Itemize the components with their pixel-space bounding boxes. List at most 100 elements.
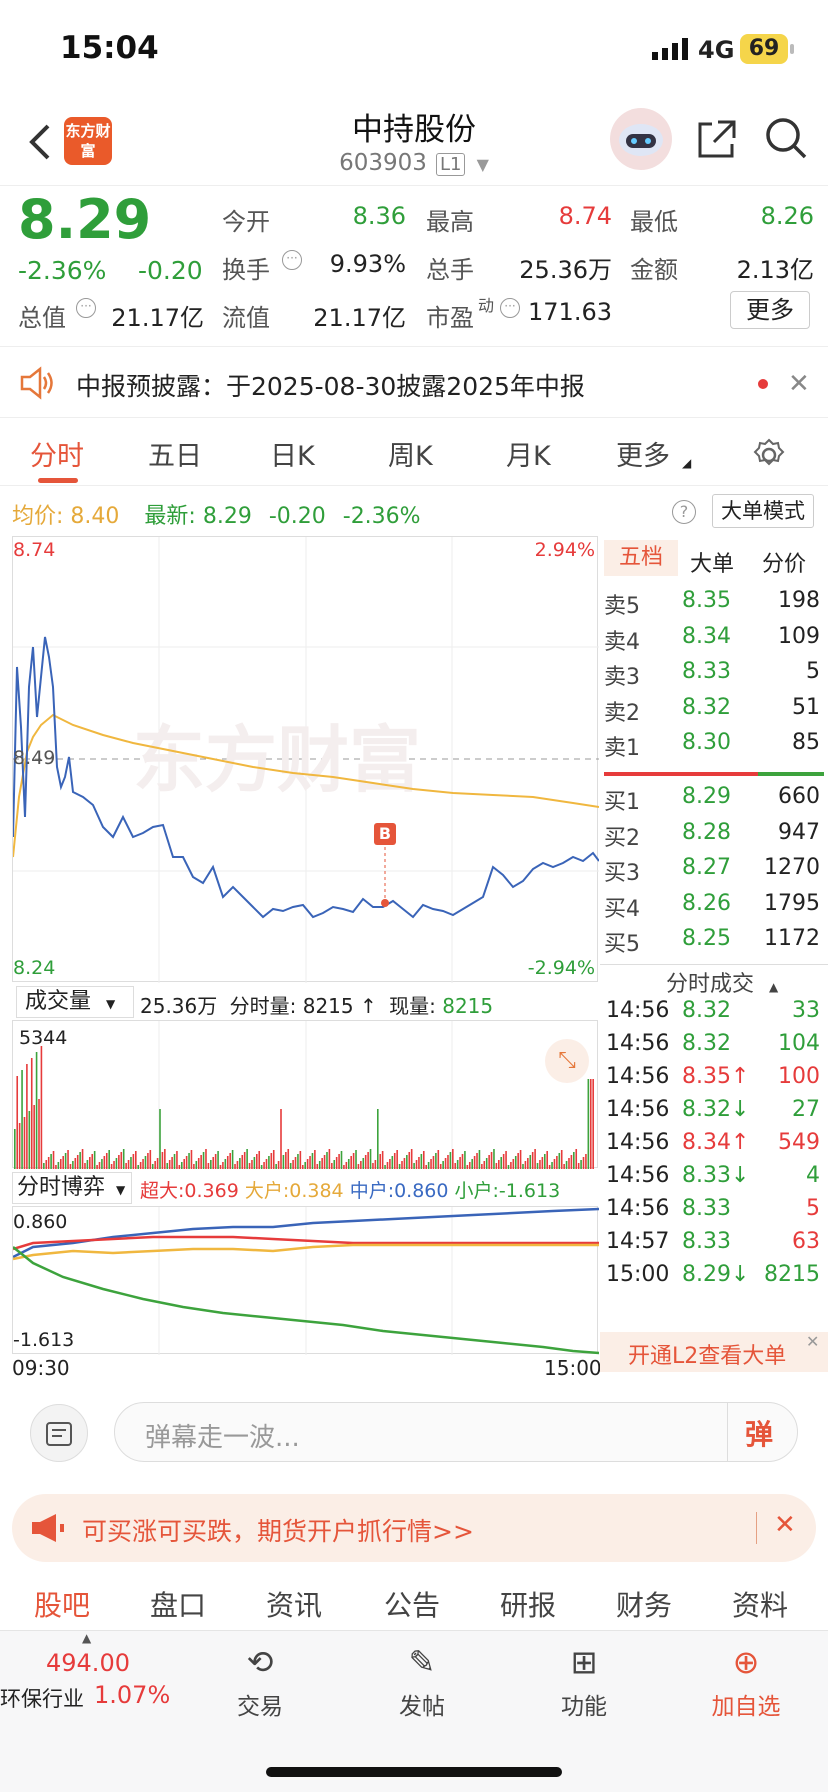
industry-index[interactable]: ▲ 494.00 环保行业 1.07% — [0, 1631, 170, 1711]
volume-bar — [21, 1070, 23, 1169]
tab-five-level[interactable]: 五档 — [604, 540, 678, 576]
big-order-mode-button[interactable]: 大单模式 — [712, 494, 814, 528]
low-value: 8.26 — [760, 202, 814, 230]
ad-banner[interactable]: 可买涨可买跌，期货开户抓行情>> ✕ — [12, 1494, 816, 1562]
volume-bar — [197, 1158, 200, 1169]
volume-bar — [23, 1117, 26, 1169]
b-marker-icon[interactable]: B — [374, 823, 396, 845]
danmu-toggle-icon[interactable] — [30, 1404, 88, 1462]
volume-bar — [377, 1109, 379, 1169]
volume-chart[interactable]: 5344 ⤡ — [12, 1020, 598, 1169]
more-button[interactable]: 更多 — [730, 291, 810, 329]
function-button[interactable]: ⊞ 功能 — [524, 1637, 644, 1721]
add-watchlist-button[interactable]: ⊕ 加自选 — [686, 1637, 806, 1721]
volume-bar — [246, 1149, 248, 1169]
gear-icon[interactable] — [752, 438, 786, 472]
trade-row: 14:56 8.33↓ 4 — [600, 1163, 828, 1198]
tab-research[interactable]: 研报 — [500, 1589, 557, 1622]
danmu-send-button[interactable]: 弹 — [745, 1418, 774, 1451]
tab-forum[interactable]: 股吧 — [34, 1589, 91, 1622]
trades-header[interactable]: 分时成交 ▲ — [666, 966, 778, 998]
volume-bar — [456, 1160, 459, 1169]
volume-bar — [403, 1158, 406, 1169]
volume-bar — [367, 1152, 369, 1169]
danmu-input[interactable]: 弹幕走一波... 弹 — [114, 1402, 798, 1462]
volume-bar — [144, 1156, 147, 1169]
back-button[interactable] — [26, 122, 56, 162]
trade-qty: 104 — [778, 1031, 820, 1056]
close-icon[interactable]: ✕ — [806, 1332, 820, 1351]
tab-news[interactable]: 资讯 — [266, 1589, 323, 1622]
tab-big-orders[interactable]: 大单 — [690, 552, 735, 577]
close-icon[interactable]: ✕ — [788, 369, 810, 399]
volume-bar — [519, 1150, 522, 1169]
tab-intraday[interactable]: 分时 — [30, 441, 84, 472]
info-icon[interactable]: ··· — [76, 298, 96, 318]
volume-bar — [316, 1164, 319, 1169]
level-label: 卖5 — [604, 594, 640, 619]
search-icon[interactable] — [764, 116, 808, 160]
volume-bar — [294, 1157, 297, 1169]
volume-bar — [398, 1164, 401, 1169]
volume-bar — [548, 1165, 551, 1169]
divider — [756, 1512, 757, 1544]
volume-bar — [214, 1154, 217, 1169]
volume-bar — [311, 1153, 314, 1169]
tab-5day[interactable]: 五日 — [148, 441, 202, 472]
divider — [600, 964, 828, 965]
open-value: 8.36 — [352, 202, 406, 230]
share-icon[interactable] — [696, 118, 738, 160]
volume-bar — [188, 1153, 190, 1169]
volume-bar — [180, 1162, 183, 1169]
l2-banner[interactable]: 开通L2查看大单 ✕ — [600, 1332, 828, 1372]
tab-daily[interactable]: 日K — [270, 441, 315, 472]
volume-bar — [147, 1153, 149, 1169]
trade-time: 14:56 — [606, 998, 670, 1023]
volume-bar — [103, 1156, 106, 1169]
tab-weekly[interactable]: 周K — [388, 441, 433, 472]
help-icon[interactable]: ? — [672, 500, 696, 524]
tab-profile[interactable]: 资料 — [732, 1589, 789, 1622]
tab-finance[interactable]: 财务 — [616, 1589, 673, 1622]
close-icon[interactable]: ✕ — [774, 1510, 796, 1540]
volume-bar — [459, 1157, 461, 1169]
float-label: 流值 — [222, 304, 270, 332]
volume-bar — [14, 1129, 16, 1169]
volume-bar — [164, 1149, 166, 1169]
tab-panel[interactable]: 盘口 — [150, 1589, 207, 1622]
volume-bar — [289, 1163, 292, 1169]
notice-banner[interactable]: 中报预披露：于2025-08-30披露2025年中报 ✕ — [0, 346, 828, 418]
volume-bar — [483, 1161, 486, 1169]
robot-avatar-icon[interactable] — [610, 108, 672, 170]
volume-bar — [67, 1150, 69, 1169]
trade-qty: 33 — [792, 998, 820, 1023]
trade-button[interactable]: ⟲ 交易 — [200, 1637, 320, 1721]
volume-bar — [343, 1165, 345, 1169]
volume-bar — [476, 1153, 478, 1169]
volume-bar — [500, 1157, 503, 1169]
volume-selector[interactable]: 成交量 ▼ — [16, 986, 134, 1018]
info-icon[interactable]: ··· — [282, 250, 302, 270]
info-icon[interactable]: ··· — [500, 298, 520, 318]
game-chart[interactable]: 0.860 -1.613 — [12, 1206, 599, 1355]
volume-bar — [468, 1162, 471, 1169]
stock-code-row[interactable]: 603903 L1 ▼ — [0, 150, 828, 176]
speaker-icon — [18, 365, 54, 401]
volume-bar — [96, 1165, 98, 1169]
intraday-chart[interactable]: 东方财富 B 8.74 8.24 2.94% -2.94% 8.49 — [12, 536, 599, 983]
tab-more[interactable]: 更多 — [616, 441, 670, 472]
turnover-label: 换手 — [222, 256, 270, 284]
brand-logo[interactable]: 东方财富 — [64, 117, 112, 165]
volume-bar — [498, 1160, 500, 1169]
volume-bar — [514, 1156, 517, 1169]
tab-monthly[interactable]: 月K — [506, 441, 551, 472]
tab-announcement[interactable]: 公告 — [384, 1589, 441, 1622]
volume-bar — [551, 1162, 553, 1169]
tab-price-dist[interactable]: 分价 — [762, 552, 807, 577]
trade-price: 8.32 — [682, 1031, 731, 1056]
expand-icon[interactable]: ⤡ — [545, 1039, 589, 1083]
post-button[interactable]: ✎ 发帖 — [362, 1637, 482, 1721]
volume-bar — [193, 1164, 195, 1169]
game-selector[interactable]: 分时博弈 ▼ — [12, 1172, 132, 1204]
divider — [0, 185, 828, 186]
